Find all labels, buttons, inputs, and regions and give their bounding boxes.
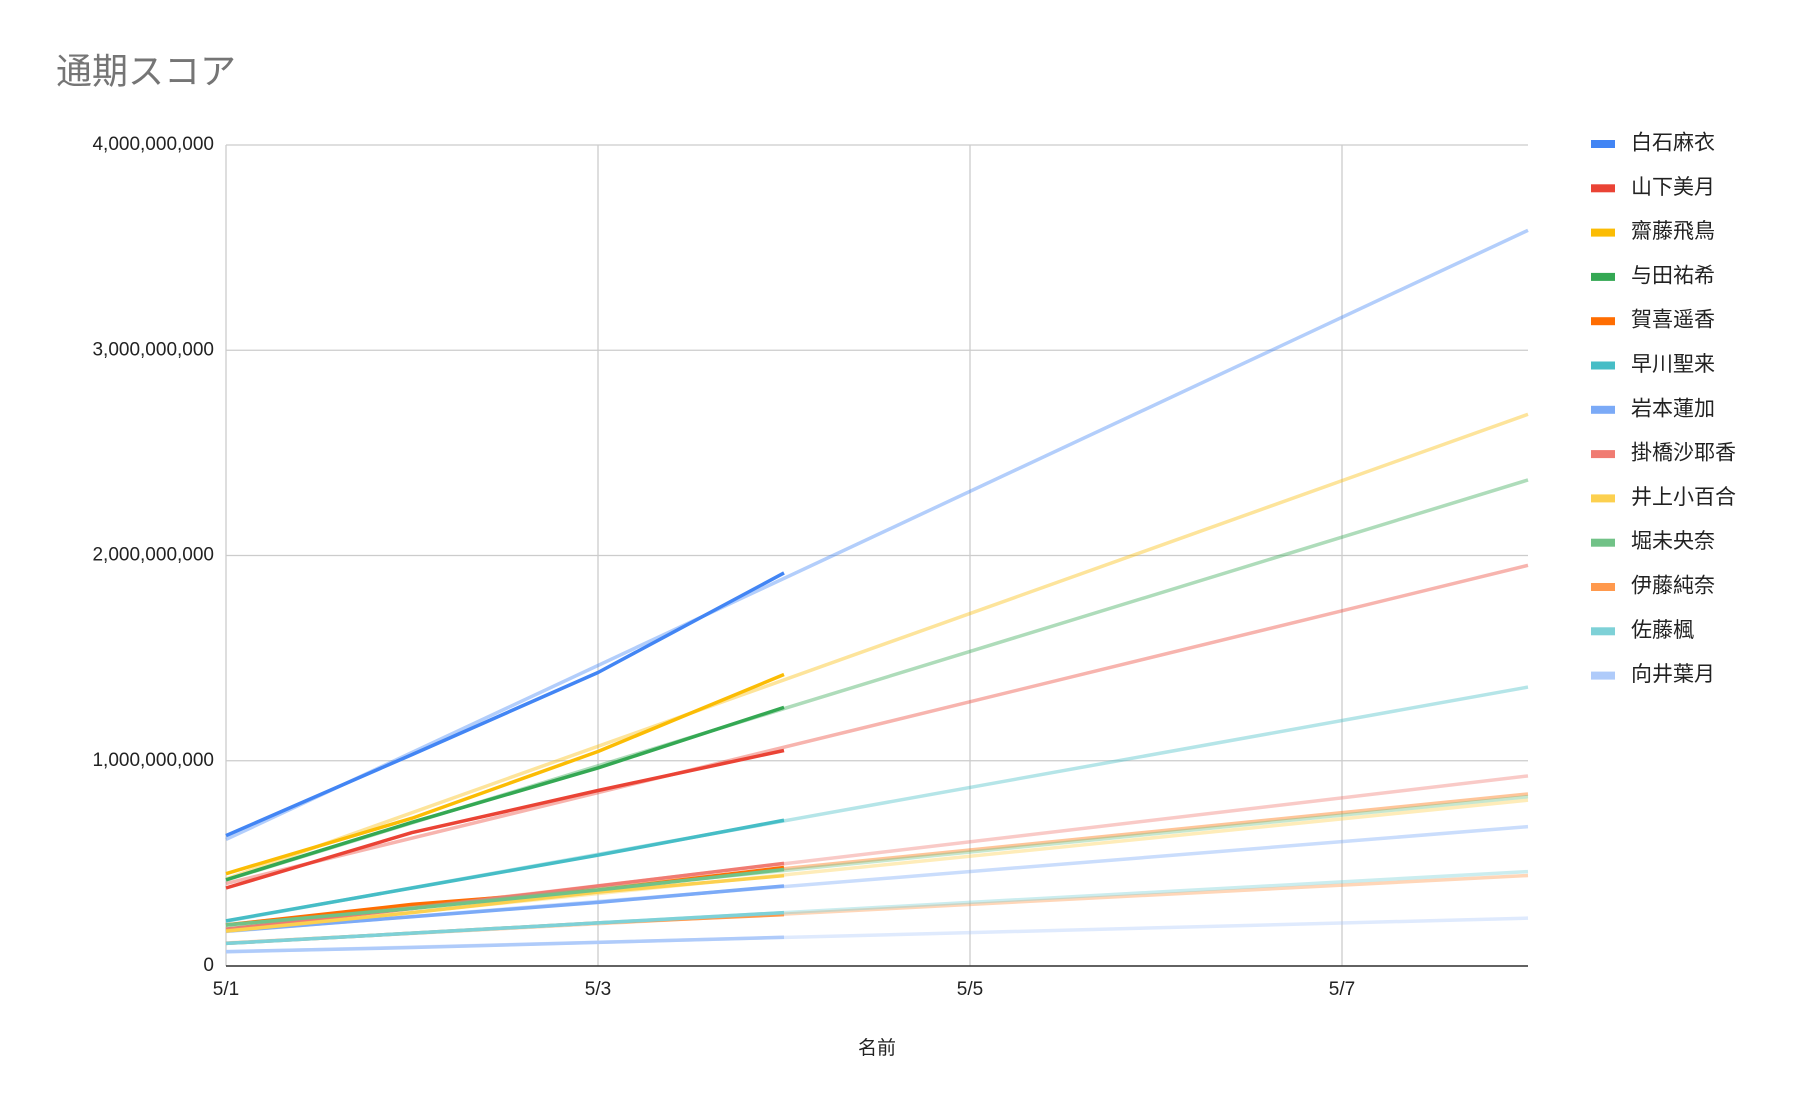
series-line [225, 705, 785, 882]
series-line [225, 861, 785, 931]
legend-swatch [1591, 272, 1615, 281]
series-line [225, 571, 785, 838]
legend-label: 岩本蓮加 [1631, 397, 1715, 420]
legend-swatch [1591, 538, 1615, 547]
x-tick-label: 5/5 [957, 979, 983, 1000]
y-tick-label: 3,000,000,000 [92, 339, 214, 360]
y-tick-label: 2,000,000,000 [92, 545, 214, 566]
legend-swatch [1591, 228, 1615, 237]
legend-swatch [1591, 361, 1615, 370]
y-tick-label: 4,000,000,000 [92, 134, 214, 155]
y-tick-label: 1,000,000,000 [92, 750, 214, 771]
y-tick-label: 0 [203, 955, 214, 976]
legend-label: 堀未央奈 [1631, 530, 1715, 553]
legend-swatch [1591, 184, 1615, 193]
legend-swatch [1591, 450, 1615, 459]
series-line [225, 867, 785, 927]
series-line [225, 910, 785, 946]
legend-label: 掛橋沙耶香 [1631, 442, 1736, 465]
trendline [225, 412, 1529, 881]
legend-label: 与田祐希 [1631, 264, 1715, 287]
series-line [225, 873, 785, 933]
x-axis-title: 名前 [858, 1037, 896, 1059]
legend-swatch [1591, 317, 1615, 326]
legend-swatch [1591, 494, 1615, 503]
legend-swatch [1591, 671, 1615, 680]
legend-label: 白石麻衣 [1631, 132, 1715, 155]
legend-label: 山下美月 [1631, 176, 1715, 199]
legend-label: 賀喜遥香 [1631, 309, 1715, 332]
trendline [225, 563, 1529, 886]
legend-swatch [1591, 627, 1615, 636]
x-tick-label: 5/3 [585, 979, 611, 1000]
legend-label: 井上小百合 [1631, 486, 1736, 509]
legend-label: 早川聖来 [1631, 353, 1715, 376]
legend-label: 佐藤楓 [1631, 619, 1694, 642]
legend-label: 齋藤飛鳥 [1631, 220, 1715, 243]
trendline [225, 228, 1529, 842]
legend-label: 向井葉月 [1631, 663, 1715, 686]
series-line [225, 672, 785, 876]
series-line [225, 818, 785, 923]
legend-swatch [1591, 140, 1615, 148]
x-tick-label: 5/1 [213, 979, 239, 1000]
legend-swatch [1591, 583, 1615, 591]
legend-swatch [1591, 405, 1615, 414]
series-line [225, 748, 785, 890]
series-line [225, 935, 785, 954]
x-tick-label: 5/7 [1329, 979, 1355, 1000]
series-line [225, 884, 785, 933]
legend-label: 伊藤純奈 [1631, 575, 1715, 598]
chart-title: 通期スコア [56, 51, 236, 92]
